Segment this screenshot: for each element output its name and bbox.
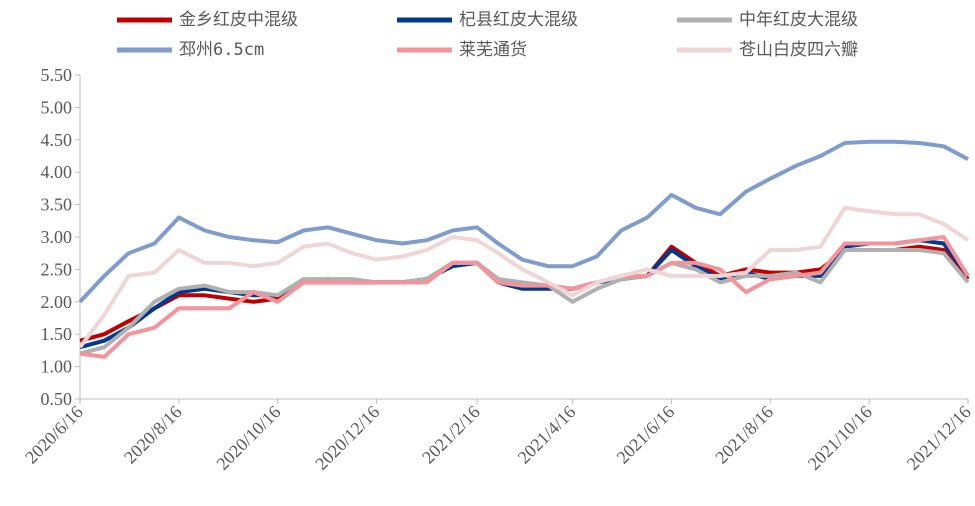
series-line: [79, 235, 970, 359]
x-tick-label: 2020/8/16: [120, 402, 186, 468]
x-tick-label: 2021/8/16: [711, 402, 777, 468]
series-line: [79, 248, 970, 356]
y-tick-label: 1.00: [41, 357, 73, 377]
y-tick-label: 1.50: [41, 324, 73, 344]
y-tick-label: 5.00: [41, 97, 73, 117]
legend-label: 莱芜通货: [459, 40, 527, 60]
x-tick-label: 2021/12/16: [903, 402, 975, 474]
x-tick-label: 2021/2/16: [418, 402, 484, 468]
x-tick-label: 2020/6/16: [21, 402, 87, 468]
legend-label: 金乡红皮中混级: [179, 10, 298, 30]
y-tick-label: 4.50: [41, 130, 73, 150]
y-tick-label: 2.50: [41, 259, 73, 279]
legend-label: 中年红皮大混级: [739, 10, 858, 30]
legend-label: 杞县红皮大混级: [459, 10, 578, 30]
x-tick-label: 2021/10/16: [804, 402, 876, 474]
y-tick-label: 4.00: [41, 162, 73, 182]
series-line: [78, 205, 970, 349]
legend-label: 邳州6.5cm: [179, 40, 264, 60]
y-tick-label: 3.50: [41, 195, 73, 215]
x-tick-label: 2021/4/16: [514, 402, 580, 468]
x-tick-label: 2021/6/16: [613, 402, 679, 468]
x-tick-label: 2020/10/16: [212, 402, 284, 474]
series-line: [78, 139, 969, 304]
x-tick-label: 2020/12/16: [311, 402, 383, 474]
y-tick-label: 5.50: [41, 65, 73, 85]
y-tick-label: 3.00: [41, 227, 73, 247]
y-tick-label: 0.50: [41, 389, 73, 409]
y-tick-label: 2.00: [41, 292, 73, 312]
legend-label: 苍山白皮四六瓣: [739, 40, 858, 60]
